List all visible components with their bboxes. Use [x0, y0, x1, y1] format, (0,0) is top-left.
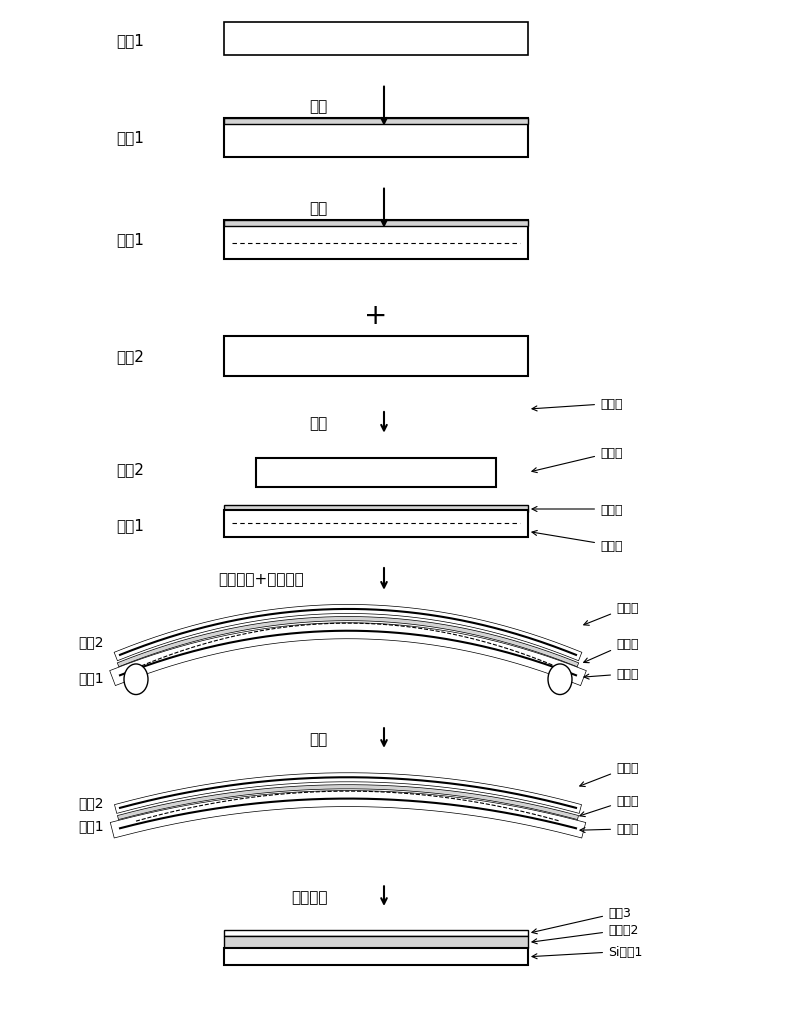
- Text: 氧化层: 氧化层: [580, 794, 638, 817]
- Text: 硅片1: 硅片1: [116, 34, 144, 48]
- FancyBboxPatch shape: [224, 119, 528, 158]
- Text: +: +: [364, 302, 388, 330]
- FancyBboxPatch shape: [224, 221, 528, 227]
- Text: 硅片2: 硅片2: [78, 795, 104, 809]
- Text: 氧化层: 氧化层: [532, 503, 622, 516]
- Text: 硅片1: 硅片1: [116, 232, 144, 247]
- Text: 硅片2: 硅片2: [116, 350, 144, 364]
- Text: 氧化层: 氧化层: [584, 637, 638, 663]
- Text: 注氢层: 注氢层: [532, 531, 622, 552]
- Circle shape: [548, 664, 572, 695]
- Text: 注氢层: 注氢层: [580, 822, 638, 836]
- Circle shape: [124, 664, 148, 695]
- FancyBboxPatch shape: [224, 948, 528, 965]
- Text: 机械弯曲+键合退火: 机械弯曲+键合退火: [218, 572, 304, 586]
- Text: 注氢: 注氢: [310, 202, 328, 216]
- Text: 硅片2: 硅片2: [78, 635, 104, 649]
- Text: 硅片1: 硅片1: [116, 518, 144, 532]
- FancyBboxPatch shape: [224, 505, 528, 513]
- FancyBboxPatch shape: [224, 119, 528, 125]
- FancyBboxPatch shape: [224, 511, 528, 537]
- Text: Si衬底1: Si衬底1: [532, 945, 642, 959]
- Text: 高温剥离: 高温剥离: [291, 890, 328, 904]
- Text: 绝缘层2: 绝缘层2: [532, 923, 638, 944]
- FancyBboxPatch shape: [224, 930, 528, 936]
- Text: 边界处: 边界处: [532, 397, 622, 412]
- FancyBboxPatch shape: [224, 221, 528, 260]
- FancyBboxPatch shape: [224, 23, 528, 56]
- FancyBboxPatch shape: [256, 459, 496, 487]
- Text: 硅片2: 硅片2: [116, 462, 144, 476]
- Text: 注氢层: 注氢层: [584, 667, 638, 681]
- Text: 硅片1: 硅片1: [78, 671, 104, 685]
- Text: 边界处: 边界处: [584, 601, 638, 626]
- Text: 边界处: 边界处: [580, 761, 638, 787]
- Text: 边界处: 边界处: [532, 446, 622, 473]
- FancyBboxPatch shape: [224, 936, 528, 948]
- FancyBboxPatch shape: [224, 336, 528, 377]
- Text: 顶层3: 顶层3: [532, 906, 631, 933]
- Text: 氧化: 氧化: [310, 100, 328, 114]
- Text: 硅片1: 硅片1: [116, 130, 144, 145]
- Text: 卸架: 卸架: [310, 732, 328, 746]
- Text: 贴合: 贴合: [310, 416, 328, 430]
- Text: 硅片1: 硅片1: [78, 818, 104, 833]
